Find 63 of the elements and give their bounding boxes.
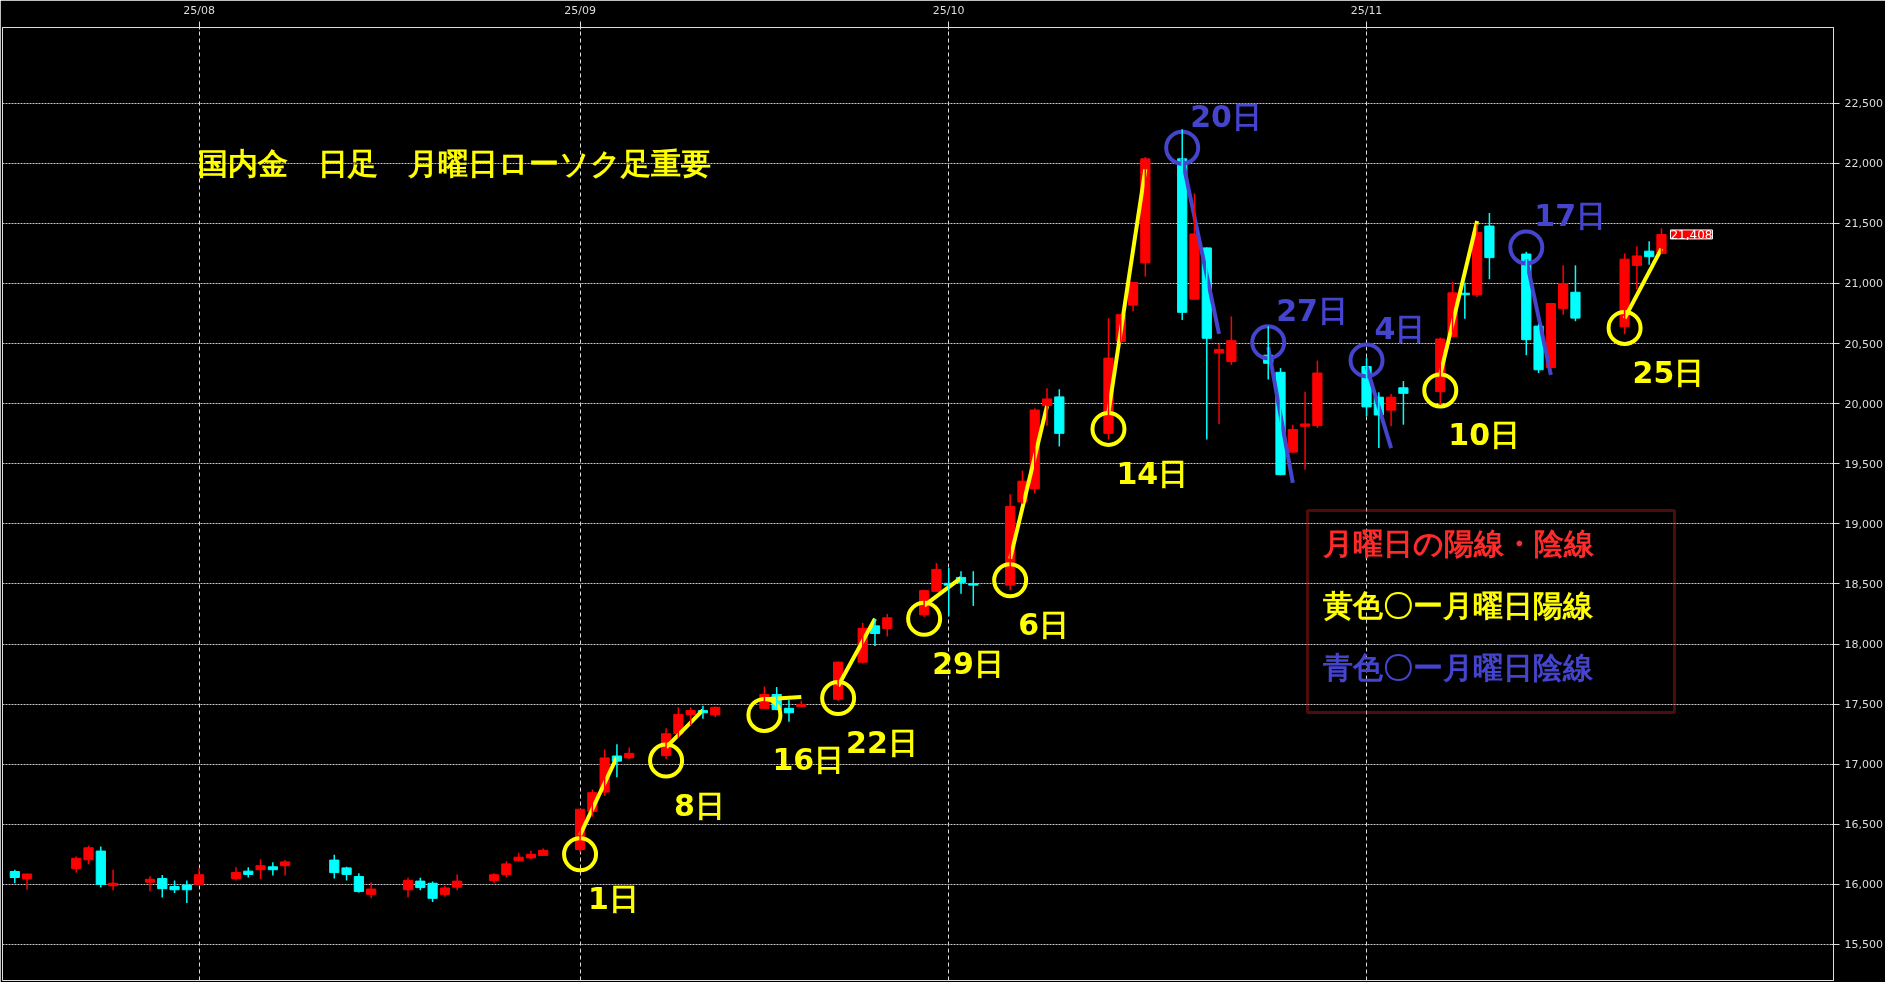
point: [1090, 410, 1127, 447]
point: [1606, 309, 1643, 346]
point: [820, 680, 857, 717]
annotation: 20日: [1190, 98, 1262, 134]
y-tick-label: 18,500: [1844, 577, 1883, 591]
candlestick: [83, 845, 94, 866]
candlestick: [1570, 264, 1581, 322]
point: [1422, 372, 1459, 409]
point: [906, 600, 943, 637]
candlestick: [1226, 315, 1237, 366]
annotation: 1日: [588, 881, 639, 917]
annotation: 8日: [674, 787, 725, 823]
y-tick-label: 22,000: [1844, 157, 1883, 171]
text: 国内金 日足 月曜日ローソク足重要: [197, 145, 711, 181]
point: [1348, 342, 1385, 379]
candlestick: [21, 873, 33, 891]
point: [562, 836, 599, 873]
annotation: 14日: [1116, 455, 1189, 491]
y-tick-label: 15,500: [1844, 938, 1883, 952]
y-tick-label: 18,000: [1844, 638, 1883, 652]
candlestick: [968, 570, 979, 607]
y-tick-label: 16,000: [1844, 878, 1883, 892]
annotation: 29日: [932, 645, 1004, 681]
annotation: 4日: [1374, 311, 1426, 347]
candlestick: [931, 562, 942, 593]
y-tick-label: 21,000: [1844, 277, 1883, 291]
y-tick-label: 17,000: [1844, 758, 1883, 772]
candlestick: [1299, 390, 1311, 471]
annotation: 25日: [1632, 354, 1705, 390]
x-tick-label: 25/11: [1350, 3, 1383, 17]
candlestick: [1054, 388, 1065, 448]
y-tick-label: 19,500: [1844, 457, 1883, 471]
candlestick: [255, 858, 266, 880]
candlestick: [882, 613, 893, 638]
annotation: 6日: [1018, 607, 1070, 643]
point: [1164, 129, 1201, 166]
candlestick: [1189, 192, 1200, 300]
annotation: 16日: [772, 741, 845, 777]
candlestick: [1398, 380, 1409, 426]
y-tick-label: 19,000: [1844, 517, 1883, 531]
y-tick-label: 20,500: [1844, 337, 1883, 351]
y-tick-label: 17,500: [1844, 698, 1883, 712]
annotation: 27日: [1276, 293, 1348, 329]
y-tick-label: 16,500: [1844, 818, 1883, 832]
point: [1250, 324, 1287, 361]
point: [648, 742, 685, 779]
annotation: 青色〇ー月曜日陰線: [1321, 649, 1594, 685]
point: [746, 696, 783, 733]
annotation: 17日: [1534, 198, 1607, 234]
candlestick: [1484, 212, 1495, 281]
x-tick-label: 25/09: [564, 3, 596, 17]
annotation: 月曜日の陽線・陰線: [1321, 525, 1595, 561]
y-tick-label: 22,500: [1844, 97, 1883, 111]
y-tick-label: 20,000: [1844, 397, 1883, 411]
annotation: 黄色〇ー月曜日陽線: [1322, 587, 1594, 623]
x-tick-label: 25/10: [932, 3, 965, 17]
y-tick-label: 21,500: [1844, 217, 1883, 231]
annotation: 10日: [1448, 417, 1521, 453]
candlestick: [1312, 359, 1323, 429]
x-tick-label: 25/08: [183, 3, 215, 17]
annotation: 22日: [846, 725, 918, 761]
point: [992, 562, 1029, 599]
point: [1508, 229, 1545, 266]
